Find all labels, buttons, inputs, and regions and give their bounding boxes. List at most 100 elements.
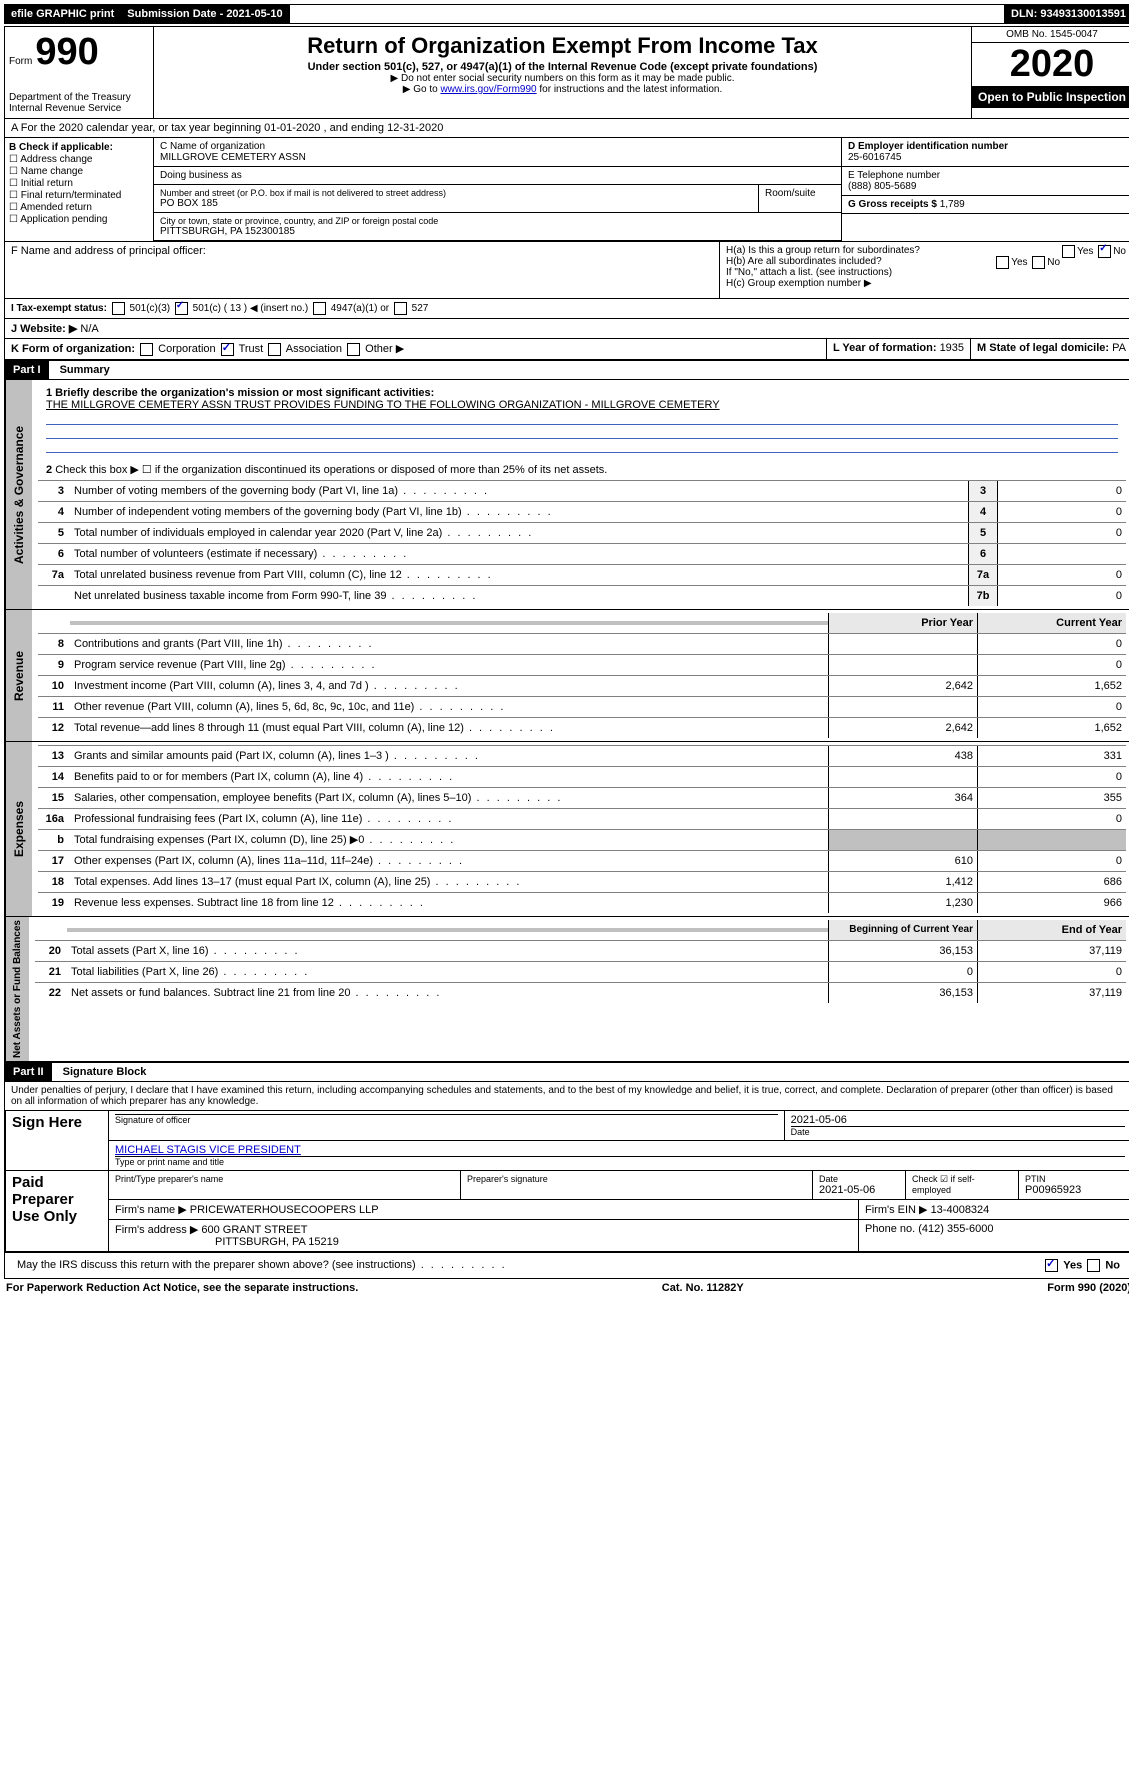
sign-table: Sign Here Signature of officer 2021-05-0… bbox=[5, 1110, 1129, 1252]
row-klm: K Form of organization: Corporation Trus… bbox=[5, 338, 1129, 359]
current-year-hdr: Current Year bbox=[977, 613, 1126, 633]
gov-line-4: 4 Number of independent voting members o… bbox=[38, 501, 1126, 522]
blank-line bbox=[46, 441, 1118, 453]
chk-other[interactable] bbox=[347, 343, 360, 356]
line-18: 18 Total expenses. Add lines 13–17 (must… bbox=[38, 871, 1126, 892]
footer-cat: Cat. No. 11282Y bbox=[662, 1282, 744, 1294]
line-12: 12 Total revenue—add lines 8 through 11 … bbox=[38, 717, 1126, 738]
chk-assoc[interactable] bbox=[268, 343, 281, 356]
side-expenses: Expenses bbox=[5, 742, 32, 916]
submission-date: Submission Date - 2021-05-10 bbox=[121, 5, 289, 23]
line-9: 9 Program service revenue (Part VIII, li… bbox=[38, 654, 1126, 675]
line-8: 8 Contributions and grants (Part VIII, l… bbox=[38, 633, 1126, 654]
firm-addr: 600 GRANT STREET bbox=[201, 1224, 307, 1236]
year-formation: 1935 bbox=[940, 342, 964, 354]
ha-no[interactable] bbox=[1098, 245, 1111, 258]
form-label: Form bbox=[9, 56, 32, 67]
line-20: 20 Total assets (Part X, line 16) 36,153… bbox=[35, 940, 1126, 961]
note2-post: for instructions and the latest informat… bbox=[539, 84, 722, 95]
info-grid: B Check if applicable: ☐ Address change … bbox=[5, 137, 1129, 241]
row-fh: F Name and address of principal officer:… bbox=[5, 241, 1129, 298]
box-f: F Name and address of principal officer: bbox=[5, 242, 720, 298]
firm-ein: 13-4008324 bbox=[931, 1204, 990, 1216]
firm-phone: (412) 355-6000 bbox=[918, 1223, 993, 1235]
city-label: City or town, state or province, country… bbox=[160, 216, 835, 226]
chk-501c[interactable] bbox=[175, 302, 188, 315]
addr-label: Number and street (or P.O. box if mail i… bbox=[160, 188, 752, 198]
discuss-yes[interactable] bbox=[1045, 1259, 1058, 1272]
line-22: 22 Net assets or fund balances. Subtract… bbox=[35, 982, 1126, 1003]
tax-status-label: I Tax-exempt status: bbox=[11, 303, 107, 314]
type-name-label: Type or print name and title bbox=[115, 1156, 1125, 1167]
ha-label: H(a) Is this a group return for subordin… bbox=[726, 245, 920, 256]
chk-corp[interactable] bbox=[140, 343, 153, 356]
discuss-no[interactable] bbox=[1087, 1259, 1100, 1272]
form-org-label: K Form of organization: bbox=[11, 343, 135, 355]
chk-app[interactable]: ☐ Application pending bbox=[9, 214, 149, 225]
gov-line-7a: 7a Total unrelated business revenue from… bbox=[38, 564, 1126, 585]
gov-line-6: 6 Total number of volunteers (estimate i… bbox=[38, 543, 1126, 564]
year-formation-label: L Year of formation: bbox=[833, 342, 937, 354]
sign-here-label: Sign Here bbox=[6, 1110, 109, 1170]
domicile: PA bbox=[1112, 342, 1126, 354]
gross-label: G Gross receipts $ bbox=[848, 199, 937, 210]
line-19: 19 Revenue less expenses. Subtract line … bbox=[38, 892, 1126, 913]
line-10: 10 Investment income (Part VIII, column … bbox=[38, 675, 1126, 696]
end-year-hdr: End of Year bbox=[977, 920, 1126, 940]
chk-initial[interactable]: ☐ Initial return bbox=[9, 178, 149, 189]
hb-note: If "No," attach a list. (see instruction… bbox=[726, 267, 1126, 278]
ein-label: D Employer identification number bbox=[848, 141, 1008, 152]
sig-date: 2021-05-06 bbox=[791, 1114, 1125, 1126]
hb-yes[interactable] bbox=[996, 256, 1009, 269]
discuss-question: May the IRS discuss this return with the… bbox=[11, 1256, 1037, 1275]
chk-trust[interactable] bbox=[221, 343, 234, 356]
chk-4947[interactable] bbox=[313, 302, 326, 315]
chk-501c3[interactable] bbox=[112, 302, 125, 315]
chk-name[interactable]: ☐ Name change bbox=[9, 166, 149, 177]
irs-link[interactable]: www.irs.gov/Form990 bbox=[440, 84, 536, 95]
line1-label: 1 Briefly describe the organization's mi… bbox=[46, 387, 434, 399]
box-b-title: B Check if applicable: bbox=[9, 142, 113, 153]
footer-left: For Paperwork Reduction Act Notice, see … bbox=[6, 1282, 358, 1294]
firm-name: PRICEWATERHOUSECOOPERS LLP bbox=[190, 1204, 379, 1216]
paid-preparer-label: Paid Preparer Use Only bbox=[6, 1170, 109, 1251]
line-11: 11 Other revenue (Part VIII, column (A),… bbox=[38, 696, 1126, 717]
room-label: Room/suite bbox=[759, 185, 841, 212]
note-ssn: ▶ Do not enter social security numbers o… bbox=[158, 73, 967, 84]
city-value: PITTSBURGH, PA 152300185 bbox=[160, 226, 835, 237]
open-public: Open to Public Inspection bbox=[972, 86, 1129, 108]
spacer bbox=[290, 5, 1005, 23]
line2-text: Check this box ▶ ☐ if the organization d… bbox=[55, 464, 607, 476]
ptin-hdr: PTIN bbox=[1025, 1174, 1125, 1184]
footer: For Paperwork Reduction Act Notice, see … bbox=[4, 1279, 1129, 1297]
website-label: J Website: ▶ bbox=[11, 323, 77, 335]
form-header: Form 990 Department of the Treasury Inte… bbox=[4, 26, 1129, 360]
gross-value: 1,789 bbox=[940, 199, 965, 210]
firm-ein-label: Firm's EIN ▶ bbox=[865, 1204, 928, 1216]
chk-amended[interactable]: ☐ Amended return bbox=[9, 202, 149, 213]
org-name-label: C Name of organization bbox=[160, 141, 835, 152]
side-revenue: Revenue bbox=[5, 610, 32, 741]
footer-form: Form 990 (2020) bbox=[1047, 1282, 1129, 1294]
hc-label: H(c) Group exemption number ▶ bbox=[726, 278, 1126, 289]
chk-527[interactable] bbox=[394, 302, 407, 315]
form-subtitle: Under section 501(c), 527, or 4947(a)(1)… bbox=[158, 61, 967, 73]
line-b: b Total fundraising expenses (Part IX, c… bbox=[38, 829, 1126, 850]
domicile-label: M State of legal domicile: bbox=[977, 342, 1109, 354]
phone-label: E Telephone number bbox=[848, 170, 940, 181]
sig-date-label: Date bbox=[791, 1126, 1125, 1137]
officer-name[interactable]: MICHAEL STAGIS VICE PRESIDENT bbox=[115, 1144, 1125, 1156]
hb-no[interactable] bbox=[1032, 256, 1045, 269]
phone-value: (888) 805-5689 bbox=[848, 181, 916, 192]
efile-btn[interactable]: efile GRAPHIC print bbox=[5, 5, 121, 23]
line-21: 21 Total liabilities (Part X, line 26) 0… bbox=[35, 961, 1126, 982]
firm-phone-label: Phone no. bbox=[865, 1223, 915, 1235]
ha-yes[interactable] bbox=[1062, 245, 1075, 258]
chk-address[interactable]: ☐ Address change bbox=[9, 154, 149, 165]
chk-final[interactable]: ☐ Final return/terminated bbox=[9, 190, 149, 201]
line-13: 13 Grants and similar amounts paid (Part… bbox=[38, 745, 1126, 766]
preparer-date: 2021-05-06 bbox=[819, 1184, 899, 1196]
dept-label: Department of the Treasury Internal Reve… bbox=[9, 92, 149, 114]
omb-number: OMB No. 1545-0047 bbox=[972, 27, 1129, 43]
mission-text: THE MILLGROVE CEMETERY ASSN TRUST PROVID… bbox=[46, 399, 1118, 411]
